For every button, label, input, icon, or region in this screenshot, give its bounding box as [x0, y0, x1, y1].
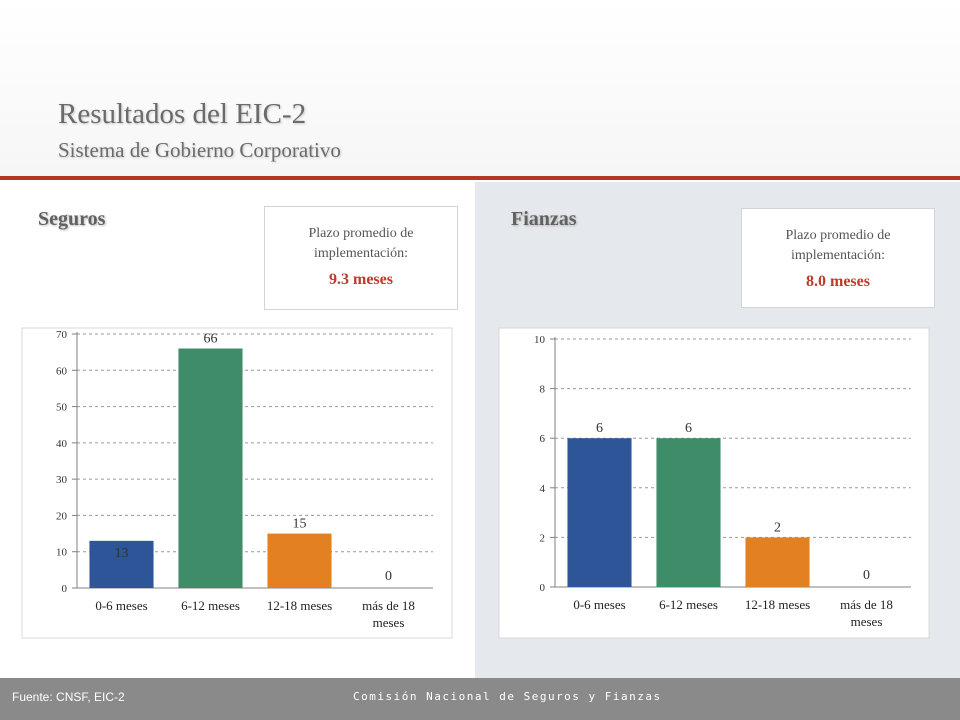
organization-name: Comisión Nacional de Seguros y Fianzas — [353, 690, 662, 703]
fianzas-x-tick-label: 0-6 meses — [573, 597, 625, 612]
fianzas-data-label: 6 — [596, 421, 603, 436]
fianzas-bar — [656, 438, 721, 587]
fianzas-data-label: 6 — [685, 421, 692, 436]
seguros-x-tick-label: 0-6 meses — [95, 598, 147, 613]
seguros-data-label: 66 — [204, 332, 218, 347]
seguros-x-tick-label: más de 18 — [362, 598, 415, 613]
fianzas-data-label: 2 — [774, 520, 781, 535]
seguros-bar — [89, 540, 154, 588]
seguros-y-tick-label: 60 — [56, 365, 68, 377]
fianzas-bar — [567, 438, 632, 587]
seguros-y-tick-label: 30 — [56, 474, 68, 486]
fianzas-info-box: Plazo promedio de implementación: 8.0 me… — [741, 208, 935, 308]
seguros-panel: Seguros Plazo promedio de implementación… — [0, 182, 475, 678]
fianzas-y-tick-label: 6 — [540, 433, 546, 445]
fianzas-panel: Fianzas Plazo promedio de implementación… — [475, 182, 960, 678]
seguros-chart: 0 10 20 30 40 50 60 70 13 0-6 meses 66 6-12 meses 15… — [0, 318, 475, 678]
fianzas-x-tick-label: más de 18 — [840, 597, 893, 612]
seguros-y-tick-label: 10 — [56, 547, 68, 559]
seguros-x-tick-label: meses — [373, 615, 405, 630]
fianzas-x-tick-label: 6-12 meses — [659, 597, 718, 612]
slide-title: Resultados del EIC-2 — [58, 98, 307, 130]
seguros-y-tick-label: 50 — [56, 402, 68, 414]
fianzas-y-tick-label: 4 — [540, 483, 546, 495]
fianzas-bar — [745, 537, 810, 587]
fianzas-y-tick-label: 8 — [540, 384, 546, 396]
seguros-label: Seguros — [38, 208, 106, 230]
fianzas-info-value: 8.0 meses — [806, 273, 870, 290]
fianzas-data-label: 0 — [863, 568, 870, 583]
fianzas-y-tick-label: 0 — [540, 582, 546, 594]
seguros-y-tick-label: 20 — [56, 510, 68, 522]
seguros-data-label: 13 — [115, 546, 129, 561]
seguros-y-tick-label: 40 — [56, 438, 68, 450]
fianzas-y-tick-label: 2 — [540, 532, 546, 544]
header-divider — [0, 176, 960, 180]
slide-header: Resultados del EIC-2 Sistema de Gobierno… — [0, 0, 960, 178]
seguros-data-label: 0 — [385, 569, 392, 584]
seguros-x-tick-label: 6-12 meses — [181, 598, 240, 613]
fianzas-chart: 0 2 4 6 8 10 6 0-6 meses 6 6-12 meses 2 12-18 meses… — [475, 318, 960, 678]
fianzas-y-tick-label: 10 — [534, 334, 546, 346]
fianzas-label: Fianzas — [511, 208, 577, 230]
seguros-y-tick-label: 0 — [62, 583, 68, 595]
seguros-y-tick-label: 70 — [56, 329, 68, 341]
seguros-bar — [178, 348, 243, 588]
source-note: Fuente: CNSF, EIC-2 — [12, 690, 125, 704]
seguros-x-tick-label: 12-18 meses — [267, 598, 332, 613]
slide-subtitle: Sistema de Gobierno Corporativo — [58, 138, 341, 162]
seguros-info-label: Plazo promedio de implementación: — [308, 226, 414, 261]
seguros-data-label: 15 — [293, 517, 307, 532]
fianzas-x-tick-label: 12-18 meses — [745, 597, 810, 612]
seguros-bar — [267, 533, 332, 588]
fianzas-info-label: Plazo promedio de implementación: — [785, 228, 891, 263]
seguros-info-value: 9.3 meses — [329, 271, 393, 288]
footer-bar: Fuente: CNSF, EIC-2 Comisión Nacional de… — [0, 678, 960, 720]
seguros-info-box: Plazo promedio de implementación: 9.3 me… — [264, 206, 458, 310]
fianzas-x-tick-label: meses — [851, 614, 883, 629]
